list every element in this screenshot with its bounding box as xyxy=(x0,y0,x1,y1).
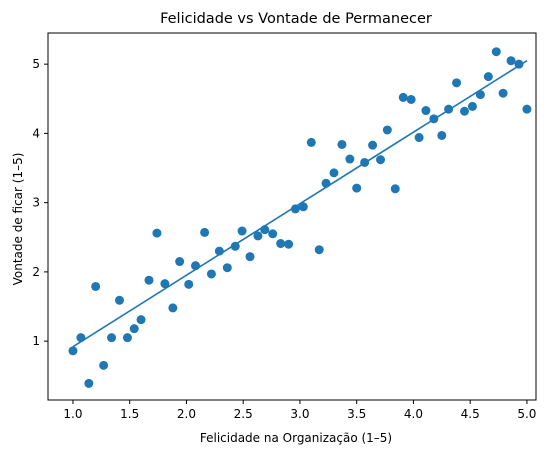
y-tick-label: 5 xyxy=(32,57,40,71)
chart-title: Felicidade vs Vontade de Permanecer xyxy=(160,11,432,27)
scatter-point xyxy=(467,101,477,111)
scatter-point xyxy=(91,281,101,291)
y-axis: 1 2 3 4 5 xyxy=(32,57,48,348)
scatter-point xyxy=(200,227,210,237)
scatter-point xyxy=(329,168,339,178)
scatter-point xyxy=(284,239,294,249)
scatter-point xyxy=(390,184,400,194)
scatter-point xyxy=(114,295,124,305)
scatter-point xyxy=(382,125,392,135)
scatter-point xyxy=(475,90,485,100)
scatter-point xyxy=(191,261,201,271)
scatter-point xyxy=(136,315,146,325)
scatter-point xyxy=(268,229,278,239)
scatter-point xyxy=(421,106,431,116)
scatter-point xyxy=(298,202,308,212)
scatter-point xyxy=(122,333,132,343)
scatter-point xyxy=(129,324,139,334)
scatter-point xyxy=(368,140,378,150)
scatter-point xyxy=(452,78,462,88)
x-tick-label: 5.0 xyxy=(517,407,536,421)
x-tick-label: 4.5 xyxy=(461,407,480,421)
y-tick-label: 2 xyxy=(32,265,40,279)
x-tick-label: 3.0 xyxy=(290,407,309,421)
scatter-point xyxy=(144,275,154,285)
scatter-point xyxy=(491,47,501,57)
scatter-point xyxy=(214,246,224,256)
scatter-point xyxy=(175,257,185,267)
scatter-point xyxy=(460,106,470,116)
scatter-point xyxy=(483,72,493,82)
scatter-point xyxy=(152,228,162,238)
scatter-point xyxy=(498,88,508,98)
y-tick-label: 4 xyxy=(32,126,40,140)
scatter-point xyxy=(76,333,86,343)
scatter-point xyxy=(253,231,263,241)
scatter-point xyxy=(345,154,355,164)
scatter-point xyxy=(230,241,240,251)
scatter-point xyxy=(314,245,324,255)
x-tick-label: 4.0 xyxy=(404,407,423,421)
plot-frame xyxy=(47,32,537,401)
x-tick-label: 3.5 xyxy=(347,407,366,421)
x-tick-label: 2.0 xyxy=(177,407,196,421)
scatter-point xyxy=(414,133,424,143)
scatter-point xyxy=(168,303,178,313)
scatter-point xyxy=(376,155,386,165)
x-tick-label: 1.5 xyxy=(120,407,139,421)
scatter-point xyxy=(107,333,117,343)
scatter-point xyxy=(84,378,94,388)
y-tick-label: 3 xyxy=(32,196,40,210)
x-axis-label: Felicidade na Organização (1–5) xyxy=(200,431,392,445)
scatter-point xyxy=(444,104,454,114)
scatter-point xyxy=(514,59,524,69)
data-points xyxy=(68,47,532,388)
x-tick-label: 1.0 xyxy=(63,407,82,421)
scatter-point xyxy=(222,263,232,273)
scatter-point xyxy=(337,139,347,149)
scatter-point xyxy=(306,137,316,147)
trend-line-layer xyxy=(72,60,528,348)
scatter-point xyxy=(352,183,362,193)
scatter-point xyxy=(406,94,416,104)
trend-line xyxy=(72,60,528,348)
scatter-point xyxy=(245,252,255,262)
scatter-point xyxy=(184,279,194,289)
scatter-point xyxy=(237,226,247,236)
scatter-point xyxy=(206,269,216,279)
scatter-point xyxy=(68,346,78,356)
scatter-point xyxy=(429,114,439,124)
x-tick-label: 2.5 xyxy=(234,407,253,421)
scatter-point xyxy=(437,130,447,140)
scatter-point xyxy=(321,178,331,188)
x-axis: 1.0 1.5 2.0 2.5 3.0 3.5 4.0 4.5 5.0 xyxy=(63,400,536,421)
scatter-point xyxy=(522,104,532,114)
scatter-point xyxy=(360,157,370,167)
y-axis-label: Vontade de ficar (1–5) xyxy=(11,153,25,286)
scatter-point xyxy=(260,225,270,235)
scatter-point xyxy=(99,360,109,370)
y-tick-label: 1 xyxy=(32,334,40,348)
scatter-point xyxy=(506,56,516,66)
scatter-point xyxy=(398,92,408,102)
scatter-point xyxy=(290,204,300,214)
scatter-point xyxy=(160,279,170,289)
scatter-point xyxy=(276,239,286,249)
